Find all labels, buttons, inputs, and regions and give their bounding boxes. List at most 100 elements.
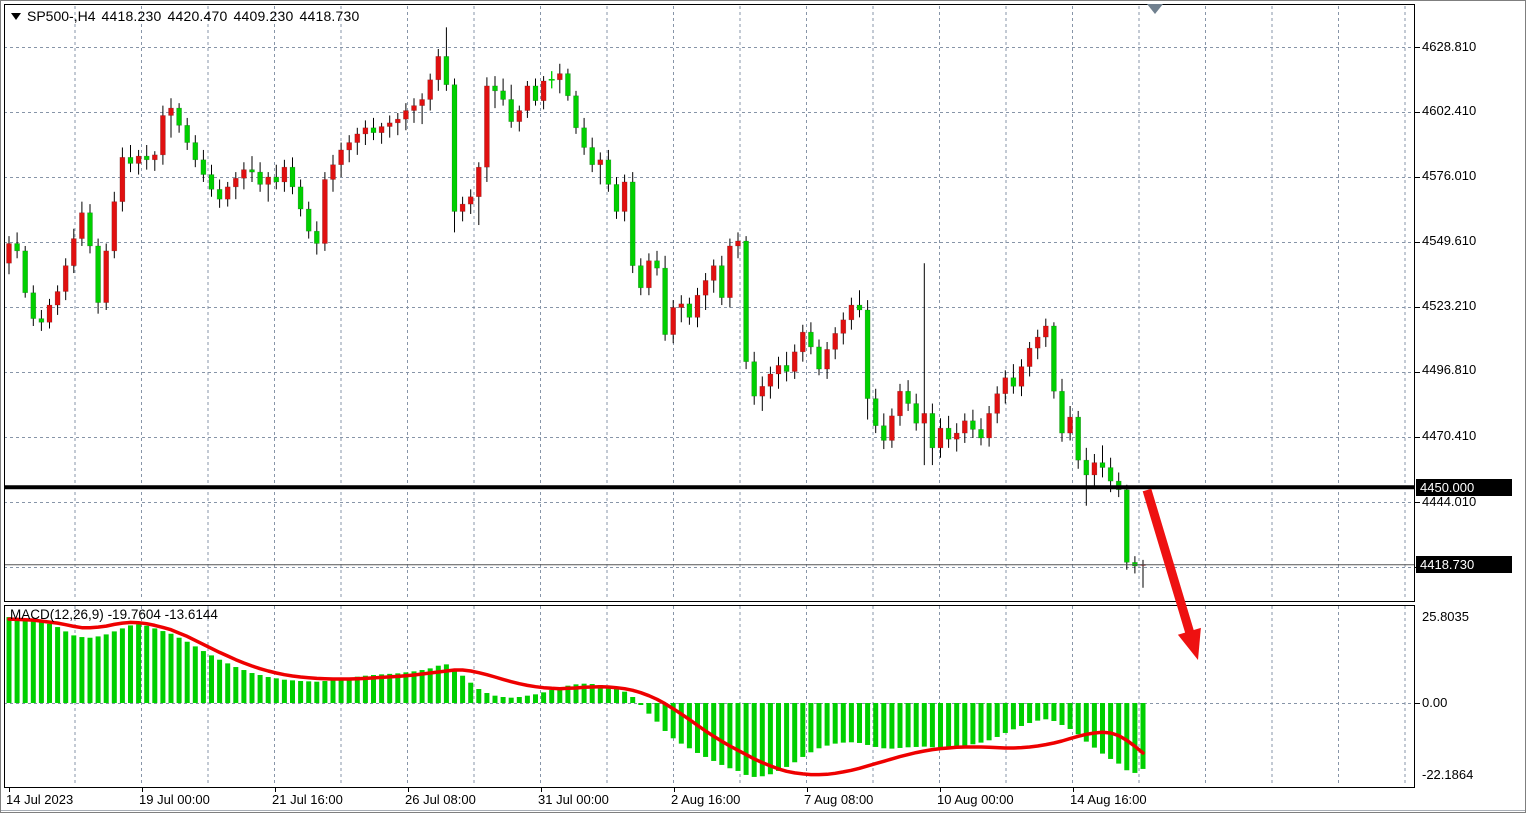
candle-body xyxy=(767,373,774,387)
candle-body xyxy=(87,212,93,247)
candle-body xyxy=(241,169,247,179)
macd-histogram-bar xyxy=(751,703,757,777)
horizontal-line-4450 xyxy=(4,485,1414,490)
candle-body xyxy=(646,260,652,289)
candle-body xyxy=(629,181,636,266)
macd-histogram-bar xyxy=(22,619,28,703)
macd-histogram-bar xyxy=(217,659,223,703)
macd-histogram-bar xyxy=(541,692,547,703)
macd-histogram-bar xyxy=(735,703,741,771)
macd-histogram-bar xyxy=(192,646,198,703)
candle-body xyxy=(613,184,620,212)
candle-body xyxy=(1018,366,1025,387)
candle-body xyxy=(484,85,490,168)
candle-body xyxy=(38,318,45,323)
candle-body xyxy=(208,174,215,190)
candle-body xyxy=(913,403,920,424)
macd-indicator-label: MACD(12,26,9) -19.7604 -13.6144 xyxy=(10,607,218,622)
macd-histogram-bar xyxy=(711,703,717,761)
time-tick-label: 10 Aug 00:00 xyxy=(937,792,1014,807)
macd-histogram-bar xyxy=(103,634,109,703)
candle-body xyxy=(1051,325,1057,392)
price-tick-label: 4496.810 xyxy=(1422,362,1477,377)
macd-histogram-bar xyxy=(362,675,368,703)
macd-histogram-bar xyxy=(881,703,887,749)
arrow-head xyxy=(1177,627,1201,660)
macd-histogram-bar xyxy=(962,703,968,746)
macd-histogram-bar xyxy=(1027,703,1033,723)
candle-body xyxy=(994,393,1001,414)
macd-histogram-bar xyxy=(678,703,684,744)
candle-body xyxy=(710,265,717,281)
macd-histogram-bar xyxy=(322,681,328,703)
candle-body xyxy=(637,265,644,289)
macd-histogram-bar xyxy=(1043,703,1049,720)
macd-histogram-bar xyxy=(994,703,1000,737)
gridlines xyxy=(4,6,1420,792)
candle-body xyxy=(62,265,69,292)
macd-histogram-bar xyxy=(119,628,125,703)
macd-histogram-bar xyxy=(452,669,457,703)
candle-body xyxy=(168,107,174,116)
macd-axis-max: 25.8035 xyxy=(1422,609,1469,624)
candle-body xyxy=(702,280,709,296)
macd-histogram-bar xyxy=(371,675,376,703)
red-down-arrow-annotation[interactable] xyxy=(1142,488,1201,660)
candle-body xyxy=(386,122,393,127)
macd-histogram-bar xyxy=(200,651,206,703)
chart-shift-marker-icon[interactable] xyxy=(1147,4,1163,14)
macd-histogram-bar xyxy=(792,703,798,763)
candle-body xyxy=(751,361,758,397)
macd-histogram-bar xyxy=(184,641,190,703)
macd-histogram-bar xyxy=(306,681,312,703)
macd-histogram-bar xyxy=(1035,703,1041,721)
macd-histogram-bar xyxy=(516,697,522,703)
time-tick-label: 26 Jul 08:00 xyxy=(405,792,476,807)
macd-histogram-bar xyxy=(30,620,36,703)
candle-body xyxy=(54,291,61,306)
candle-body xyxy=(297,186,304,210)
macd-histogram-bar xyxy=(387,673,393,703)
collapse-triangle-icon[interactable] xyxy=(11,12,21,20)
symbol-period-label: SP500-,H4 xyxy=(27,8,96,24)
macd-histogram-bar xyxy=(848,703,854,743)
candle-body xyxy=(864,309,871,399)
candle-body xyxy=(816,346,822,370)
macd-histogram-bar xyxy=(524,695,530,703)
macd-histogram-bar xyxy=(1059,703,1065,725)
price-tick-label: 4549.610 xyxy=(1422,233,1477,248)
candle-body xyxy=(71,238,77,266)
candle-body xyxy=(475,166,482,198)
macd-histogram-bar xyxy=(395,673,401,703)
candle-body xyxy=(378,126,385,134)
candle-body xyxy=(467,196,474,205)
time-tick-label: 14 Aug 16:00 xyxy=(1070,792,1147,807)
ohlc-low: 4409.230 xyxy=(233,8,294,24)
macd-histogram-bar xyxy=(249,673,255,703)
macd-histogram-bar xyxy=(784,703,790,767)
macd-histogram-bar xyxy=(111,631,117,703)
macd-histogram-bar xyxy=(1100,703,1105,754)
candle-body xyxy=(1099,462,1106,468)
candle-body xyxy=(322,179,328,244)
ohlc-close: 4418.730 xyxy=(299,8,360,24)
candle-body xyxy=(1043,325,1049,338)
candle-body xyxy=(249,169,255,173)
candle-body xyxy=(6,243,12,264)
hline-price-label[interactable]: 4450.000 xyxy=(1416,479,1512,496)
candle-body xyxy=(905,390,911,404)
macd-histogram-bar xyxy=(95,636,101,703)
price-tick-label: 4444.010 xyxy=(1422,494,1477,509)
macd-histogram-bar xyxy=(759,703,765,777)
macd-histogram-bar xyxy=(1067,703,1073,729)
candle-body xyxy=(95,245,101,303)
time-tick-label: 31 Jul 00:00 xyxy=(538,792,609,807)
candlestick-series xyxy=(6,27,1146,588)
candle-body xyxy=(152,154,158,161)
bid-price-label: 4418.730 xyxy=(1416,556,1512,573)
macd-signal-value: -13.6144 xyxy=(164,607,218,622)
candle-body xyxy=(403,110,409,120)
macd-histogram-bar xyxy=(1124,703,1130,771)
macd-histogram-bar xyxy=(273,678,279,703)
